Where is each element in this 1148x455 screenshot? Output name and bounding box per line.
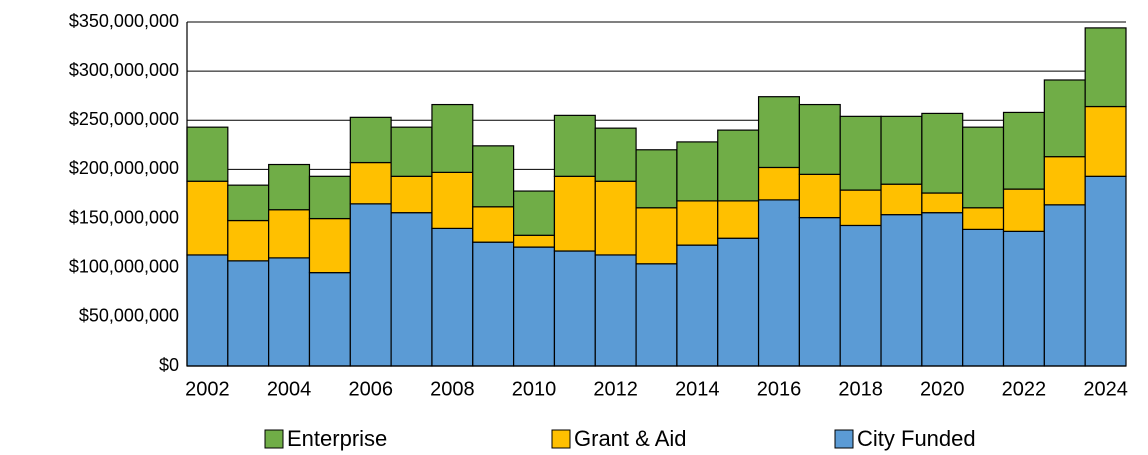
x-tick-label: 2016 [757,378,802,400]
y-tick-label: $0 [159,355,179,375]
bar-segment [880,115,923,185]
x-tick-label: 2012 [593,378,638,400]
bar-segment [390,175,433,214]
bar-segment [594,127,637,182]
bar-segment [1002,188,1045,232]
bar-segment [268,257,311,367]
bar-segment [717,200,760,239]
bar-segment [268,209,311,259]
y-tick-label: $300,000,000 [69,60,179,80]
bar-segment [227,184,270,222]
bar-segment [635,263,678,367]
bar-segment [635,149,678,209]
y-tick-label: $100,000,000 [69,256,179,276]
bar-segment [839,115,882,191]
bar-segment [921,212,964,367]
bar-segment [839,224,882,367]
bar-segment [1084,175,1127,367]
y-tick-label: $150,000,000 [69,207,179,227]
x-tick-label: 2008 [430,378,475,400]
bar-segment [717,129,760,202]
x-tick-label: 2022 [1002,378,1047,400]
bar-segment [1043,156,1086,206]
x-tick-label: 2004 [267,378,312,400]
bar-segment [594,254,637,367]
bar-segment [594,180,637,256]
bar-segment [880,183,923,216]
y-tick-label: $200,000,000 [69,158,179,178]
legend-swatch [834,429,854,449]
y-tick-label: $50,000,000 [79,306,179,326]
legend-label: City Funded [857,426,976,451]
bar-segment [227,219,270,262]
bar-segment [798,173,841,219]
bar-segment [757,96,800,169]
x-tick-label: 2010 [512,378,557,400]
x-tick-label: 2018 [838,378,883,400]
bar-segment [186,254,229,367]
bar-segment [962,207,1005,230]
bar-segment [962,228,1005,367]
y-tick-label: $350,000,000 [69,11,179,31]
bar-segment [676,141,719,202]
bar-segment [757,199,800,367]
x-tick-label: 2024 [1083,378,1128,400]
bar-segment [349,203,392,367]
bar-segment [513,246,556,367]
bar-segment [717,237,760,367]
bar-segment [921,112,964,194]
x-tick-label: 2002 [185,378,230,400]
bar-segment [1002,230,1045,367]
bar-segment [513,190,556,236]
y-tick-label: $250,000,000 [69,109,179,129]
legend-swatch [551,429,571,449]
bar-segment [308,175,351,220]
x-tick-label: 2014 [675,378,720,400]
bar-segment [921,192,964,214]
bar-segment [431,171,474,229]
bar-segment [798,216,841,367]
legend-label: Enterprise [287,426,387,451]
bar-segment [472,206,515,243]
legend-label: Grant & Aid [574,426,687,451]
bar-segment [880,214,923,367]
x-tick-label: 2006 [348,378,393,400]
bar-segment [431,103,474,173]
bar-segment [472,145,515,208]
bar-segment [1002,111,1045,190]
bar-segment [1043,204,1086,367]
bar-segment [349,116,392,164]
bar-segment [186,126,229,182]
bar-segment [268,163,311,211]
x-tick-label: 2020 [920,378,965,400]
bar-segment [431,227,474,367]
bar-segment [676,244,719,367]
bar-segment [472,241,515,367]
bar-segment [1084,105,1127,177]
bar-segment [839,189,882,227]
bar-segment [635,207,678,265]
bar-segment [553,175,596,252]
bar-segment [390,126,433,177]
bar-segment [676,200,719,246]
bar-segment [186,180,229,256]
bar-segment [553,114,596,177]
bar-segment [1084,27,1127,108]
bar-segment [798,103,841,175]
bar-segment [1043,79,1086,158]
legend-swatch [264,429,284,449]
bar-segment [553,250,596,367]
bar-segment [390,212,433,367]
bar-segment [308,272,351,367]
bar-segment [757,166,800,201]
bar-segment [349,161,392,205]
bar-segment [227,260,270,367]
bar-segment [513,234,556,248]
bar-segment [308,217,351,274]
bar-segment [962,126,1005,209]
